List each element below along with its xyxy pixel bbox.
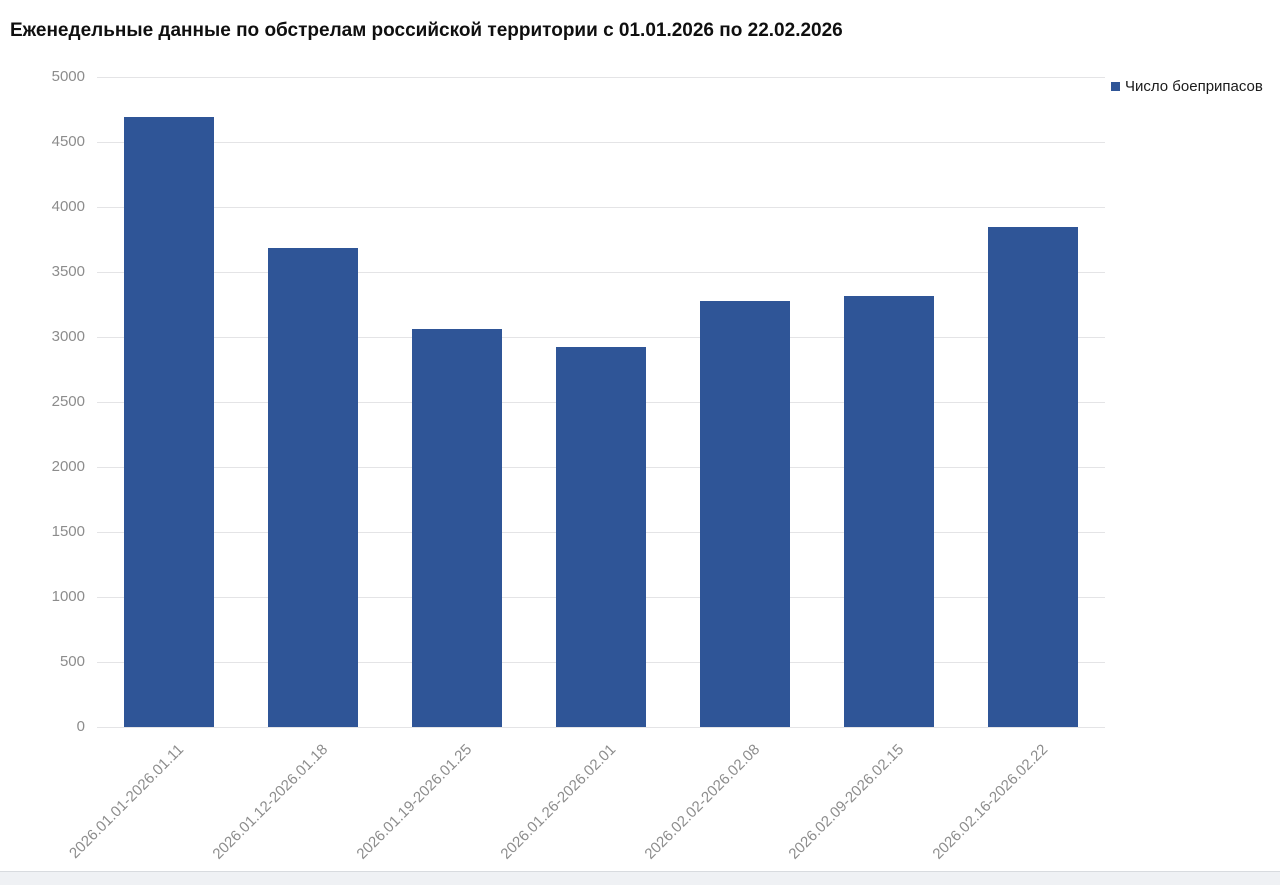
y-tick-label: 4000 bbox=[51, 198, 85, 215]
gridline bbox=[97, 77, 1105, 78]
legend-label: Число боеприпасов bbox=[1125, 78, 1263, 95]
bar[interactable] bbox=[700, 300, 790, 727]
bar[interactable] bbox=[988, 226, 1078, 727]
gridline bbox=[97, 727, 1105, 728]
gridline bbox=[97, 272, 1105, 273]
gridline bbox=[97, 142, 1105, 143]
gridline bbox=[97, 207, 1105, 208]
bottom-strip bbox=[0, 871, 1280, 885]
y-tick-label: 0 bbox=[76, 718, 85, 735]
legend-swatch-icon bbox=[1111, 82, 1120, 91]
page-title: Еженедельные данные по обстрелам российс… bbox=[10, 20, 843, 41]
y-tick-label: 2000 bbox=[51, 458, 85, 475]
gridline bbox=[97, 337, 1105, 338]
x-tick-label: 2026.01.19-2026.01.25 bbox=[353, 741, 476, 863]
x-tick-label: 2026.02.09-2026.02.15 bbox=[785, 741, 908, 863]
x-tick-label: 2026.01.26-2026.02.01 bbox=[497, 741, 620, 863]
y-tick-label: 500 bbox=[59, 653, 85, 670]
bar[interactable] bbox=[124, 116, 214, 727]
bar[interactable] bbox=[556, 346, 646, 727]
bar[interactable] bbox=[844, 296, 934, 727]
y-tick-label: 3000 bbox=[51, 328, 85, 345]
bar[interactable] bbox=[268, 247, 358, 727]
y-tick-label: 1000 bbox=[51, 588, 85, 605]
y-tick-label: 3500 bbox=[51, 263, 85, 280]
x-tick-label: 2026.01.12-2026.01.18 bbox=[209, 741, 332, 863]
y-tick-label: 2500 bbox=[51, 393, 85, 410]
y-tick-label: 5000 bbox=[51, 68, 85, 85]
chart-legend-item[interactable]: Число боеприпасов bbox=[1111, 78, 1263, 95]
x-tick-label: 2026.02.02-2026.02.08 bbox=[641, 741, 764, 863]
x-tick-label: 2026.02.16-2026.02.22 bbox=[929, 741, 1052, 863]
y-tick-label: 1500 bbox=[51, 523, 85, 540]
y-tick-label: 4500 bbox=[51, 133, 85, 150]
bar[interactable] bbox=[412, 329, 502, 727]
x-tick-label: 2026.01.01-2026.01.11 bbox=[66, 741, 188, 862]
